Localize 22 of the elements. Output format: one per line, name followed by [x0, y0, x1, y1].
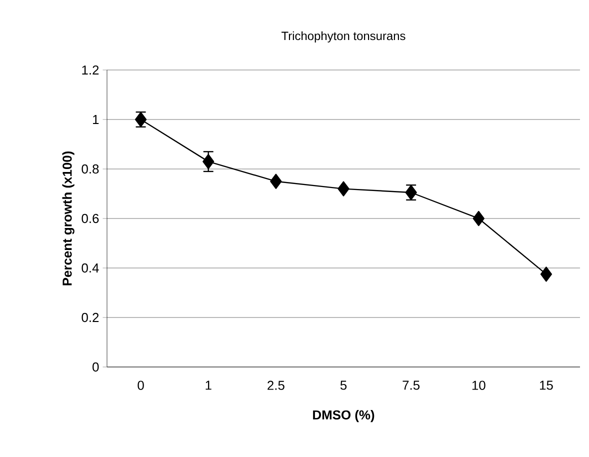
x-tick-label: 2.5 [268, 380, 284, 390]
x-axis-title: DMSO (%) [313, 410, 374, 422]
y-tick-label: 0.6 [82, 214, 99, 224]
x-tick-label: 15 [540, 380, 553, 390]
chart-title: Trichophyton tonsurans [282, 31, 406, 42]
x-tick-label: 1 [206, 380, 212, 390]
point [338, 181, 350, 196]
point [202, 154, 214, 170]
y-tick-label: 1 [93, 115, 99, 124]
y-tick-label: 0.2 [82, 312, 99, 322]
y-tick-label: 0.4 [82, 263, 99, 273]
y-tick-label: 0 [92, 362, 99, 372]
point [540, 266, 552, 282]
x-tick-label: 10 [472, 380, 486, 390]
x-tick-label: 5 [340, 380, 347, 390]
point [472, 210, 484, 226]
x-tick-label: 0 [138, 380, 144, 390]
y-tick-label: 1.2 [82, 65, 99, 75]
x-tick-label: 7.5 [402, 380, 420, 390]
y-axis-title: Percent growth (x100) [62, 151, 74, 286]
y-tick-label: 0.8 [82, 164, 99, 174]
point [270, 174, 282, 189]
